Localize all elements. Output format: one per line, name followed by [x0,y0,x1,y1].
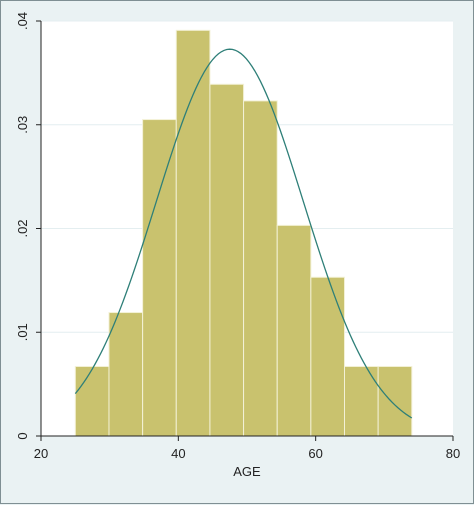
histogram-bar [243,100,278,437]
histogram-bar [175,29,211,437]
axes: 0 .01 .02 .03 .04 20 40 60 80 [15,12,460,461]
histogram-bar [108,312,144,437]
x-tick-label: 60 [308,446,322,461]
x-tick-label: 40 [171,446,185,461]
y-tick-label: 0 [15,432,30,439]
y-tick-label: .03 [15,116,30,134]
normal-density-curve [74,48,413,419]
histogram-bar [142,119,177,437]
histogram-bar [74,365,110,437]
histogram-bar [344,365,379,437]
histogram-bar [377,365,413,437]
y-tick-label: .01 [15,323,30,341]
x-tick-label: 20 [34,446,48,461]
histogram-bar [209,83,245,437]
histogram-bars [74,29,413,437]
y-tick-label: .02 [15,219,30,237]
histogram-bar [276,224,312,437]
histogram-bar [310,276,346,437]
x-tick-label: 80 [446,446,460,461]
x-axis-title: AGE [233,464,261,479]
y-tick-label: .04 [15,12,30,30]
